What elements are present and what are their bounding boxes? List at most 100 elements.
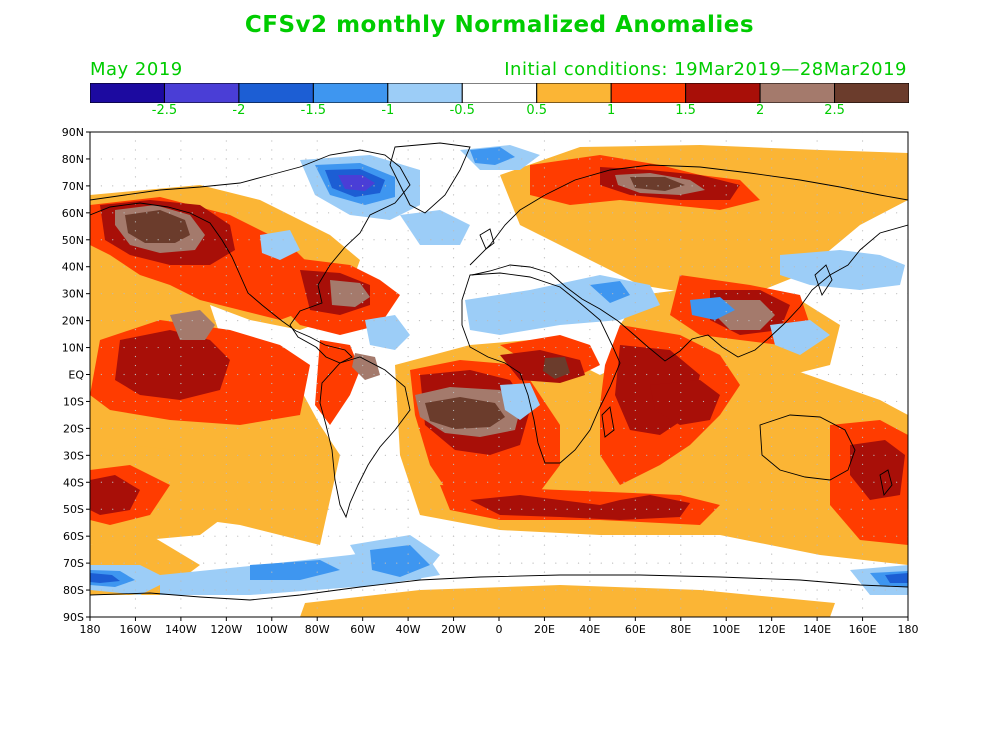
grid-dot — [532, 589, 534, 591]
grid-dot — [634, 481, 636, 483]
grid-dot — [134, 346, 137, 349]
grid-dot — [498, 526, 500, 528]
grid-dot — [657, 508, 659, 510]
grid-dot — [225, 490, 227, 492]
grid-dot — [771, 517, 773, 519]
grid-dot — [430, 212, 432, 214]
grid-dot — [452, 517, 455, 519]
grid-dot — [157, 373, 159, 376]
grid-dot — [134, 427, 137, 429]
grid-dot — [861, 364, 864, 367]
grid-dot — [577, 266, 580, 268]
grid-dot — [861, 284, 864, 286]
grid-dot — [600, 212, 602, 214]
grid-dot — [543, 409, 546, 412]
grid-dot — [498, 239, 500, 241]
grid-dot — [543, 400, 546, 403]
grid-dot — [112, 266, 114, 268]
grid-dot — [861, 472, 864, 474]
grid-dot — [725, 203, 727, 205]
grid-dot — [577, 320, 580, 322]
grid-dot — [237, 373, 239, 376]
grid-dot — [362, 508, 364, 510]
grid-dot — [316, 355, 318, 358]
grid-dot — [634, 346, 636, 349]
grid-dot — [134, 481, 137, 483]
grid-dot — [487, 454, 489, 456]
grid-dot — [441, 535, 443, 537]
grid-dot — [441, 185, 443, 187]
grid-dot — [225, 472, 227, 474]
grid-dot — [112, 185, 114, 187]
color-scale-label: -2.5 — [151, 103, 178, 118]
grid-dot — [566, 589, 568, 591]
grid-dot — [771, 203, 773, 205]
grid-dot — [589, 337, 591, 340]
grid-dot — [816, 293, 818, 295]
grid-dot — [521, 589, 523, 591]
grid-dot — [612, 293, 614, 295]
grid-dot — [430, 320, 432, 322]
grid-dot — [498, 553, 500, 555]
grid-dot — [861, 167, 864, 169]
grid-dot — [566, 454, 568, 456]
grid-dot — [430, 293, 432, 295]
grid-dot — [373, 320, 375, 322]
grid-dot — [203, 158, 205, 160]
grid-dot — [600, 293, 602, 295]
australia-outline — [759, 414, 856, 481]
longitude-label: 160W — [120, 623, 152, 636]
grid-dot — [873, 535, 875, 537]
grid-dot — [680, 257, 682, 259]
grid-dot — [543, 266, 546, 268]
grid-dot — [384, 481, 386, 483]
color-scale-swatch — [834, 83, 909, 103]
grid-dot — [180, 194, 182, 196]
grid-dot — [759, 589, 761, 591]
grid-dot — [362, 221, 364, 223]
grid-dot — [680, 382, 682, 385]
grid-dot — [498, 472, 500, 474]
grid-dot — [861, 158, 864, 160]
grid-dot — [850, 158, 852, 160]
grid-dot — [418, 562, 421, 564]
grid-dot — [362, 266, 364, 268]
grid-dot — [634, 239, 636, 241]
grid-dot — [384, 239, 386, 241]
grid-dot — [680, 490, 682, 492]
grid-dot — [180, 535, 182, 537]
grid-dot — [237, 239, 239, 241]
grid-dot — [805, 535, 807, 537]
grid-dot — [521, 346, 523, 349]
grid-dot — [498, 149, 500, 151]
grid-dot — [884, 454, 886, 456]
grid-dot — [100, 266, 102, 268]
grid-dot — [100, 481, 102, 483]
grid-dot — [214, 400, 216, 403]
grid-dot — [577, 373, 580, 376]
grid-dot — [657, 400, 659, 403]
grid-dot — [759, 158, 761, 160]
grid-dot — [589, 284, 591, 286]
grid-dot — [498, 400, 500, 403]
grid-dot — [396, 454, 398, 456]
grid-dot — [418, 320, 421, 322]
grid-dot — [452, 436, 455, 438]
grid-dot — [771, 328, 773, 331]
grid-dot — [362, 194, 364, 196]
grid-dot — [680, 185, 682, 187]
grid-dot — [248, 562, 250, 564]
color-scale-swatch — [387, 83, 463, 103]
grid-dot — [452, 445, 455, 447]
grid-dot — [339, 427, 341, 429]
grid-dot — [180, 508, 182, 510]
grid-dot — [112, 158, 114, 160]
grid-dot — [225, 553, 227, 555]
grid-dot — [180, 607, 182, 609]
grid-dot — [725, 194, 727, 196]
grid-dot — [861, 149, 864, 151]
grid-dot — [589, 445, 591, 447]
grid-dot — [282, 562, 284, 564]
grid-dot — [543, 589, 546, 591]
grid-dot — [793, 535, 795, 537]
